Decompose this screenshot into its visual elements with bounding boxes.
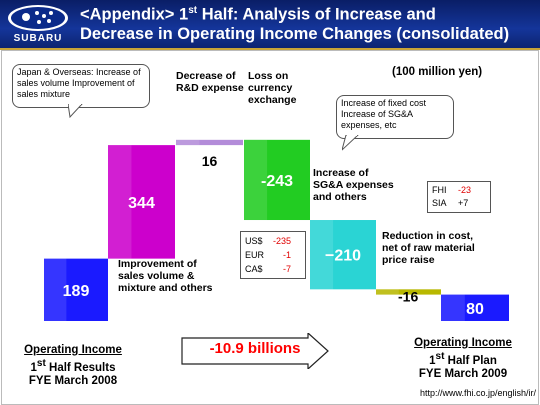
start-total-label: Operating Income 1st Half Results FYE Ma… — [24, 344, 122, 387]
bar-rnd-highlight — [176, 139, 200, 146]
bar-end-total-rect — [441, 294, 509, 321]
fx-row: CA$ -7 — [245, 264, 292, 274]
fx-row: EUR -1 — [245, 250, 292, 260]
sga-callout: Increase of fixed cost Increase of SG&A … — [336, 95, 454, 139]
bar-start-total-highlight — [44, 258, 67, 321]
unit-label: (100 million yen) — [392, 66, 483, 78]
bar-sga-rect — [310, 220, 376, 290]
raw-label: Reduction in cost, net of raw material p… — [382, 230, 475, 266]
bar-start-total-rect — [44, 258, 108, 321]
end-total-label: Operating Income 1st Half Plan FYE March… — [414, 337, 512, 380]
sga-label: Increase of SG&A expenses and others — [313, 167, 394, 203]
bar-start-total: 189 — [44, 258, 108, 321]
raw-row: FHI -23 — [432, 185, 472, 195]
bar-sales-volume-value: 344 — [128, 195, 155, 212]
sales-callout: Japan & Overseas: Increase of sales volu… — [12, 64, 150, 108]
bar-rnd-rect — [176, 139, 243, 146]
difference-label: -10.9 billions — [209, 340, 301, 357]
bar-end-total: 80 — [441, 294, 509, 321]
bar-end-total-value: 80 — [466, 301, 484, 318]
bar-sales-volume-rect — [108, 145, 175, 259]
fx-breakdown-box: US$ -235 EUR -1 CA$ -7 — [240, 231, 306, 279]
bar-fx-loss-rect — [244, 139, 310, 221]
bar-raw-material-highlight — [376, 289, 399, 295]
bar-rnd: 16 — [176, 139, 243, 169]
bar-sales-volume: 344 — [108, 145, 175, 259]
fx-label: Loss on currency exchange — [248, 70, 297, 106]
header-bar: SUBARU <Appendix> 1st Half: Analysis of … — [0, 0, 540, 48]
header-divider — [0, 48, 540, 50]
bar-raw-material-rect — [376, 289, 441, 295]
bar-fx-loss: -243 — [244, 139, 310, 221]
sales-callout-tail — [68, 104, 83, 118]
bar-sga: −210 — [310, 220, 376, 290]
sales-label: Improvement of sales volume & mixture an… — [118, 258, 213, 294]
bar-fx-loss-value: -243 — [261, 173, 293, 190]
bar-start-total-value: 189 — [63, 283, 90, 300]
sga-callout-tail — [342, 135, 359, 151]
bar-fx-loss-highlight — [244, 139, 268, 221]
bar-rnd-value: 16 — [202, 153, 218, 169]
footer-url: http://www.fhi.co.jp/english/ir/ — [420, 388, 537, 398]
page-title-line-1: <Appendix> 1st Half: Analysis of Increas… — [80, 5, 436, 24]
bar-end-total-highlight — [441, 294, 465, 321]
bar-sga-highlight — [310, 220, 334, 290]
logo-text: SUBARU — [13, 33, 63, 44]
bar-raw-material-value: -16 — [398, 288, 418, 304]
rnd-label: Decrease of R&D expense — [176, 70, 244, 94]
raw-row: SIA +7 — [432, 198, 469, 208]
fx-row: US$ -235 — [245, 236, 292, 246]
subaru-logo-icon — [8, 5, 68, 31]
bar-sales-volume-highlight — [108, 145, 132, 259]
bar-raw-material: -16 — [376, 288, 441, 304]
raw-breakdown-box: FHI -23 SIA +7 — [427, 181, 491, 213]
page-title-line-2: Decrease in Operating Income Changes (co… — [80, 25, 510, 43]
bar-sga-value: −210 — [325, 248, 361, 265]
difference-arrow-icon — [181, 333, 329, 369]
